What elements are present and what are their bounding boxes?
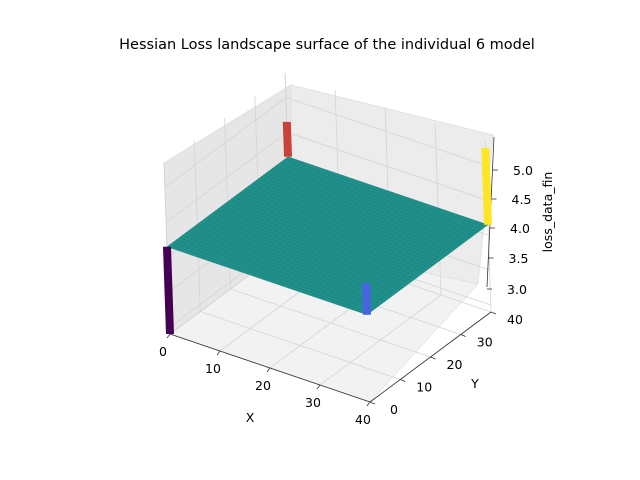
- surface-mesh-line: [286, 197, 409, 288]
- surface-mesh-line: [331, 212, 454, 304]
- surface-mesh-line: [336, 214, 459, 305]
- surface-mesh-line: [281, 195, 404, 287]
- surface-mesh-line: [326, 210, 449, 302]
- tick-labels: 0 10 20 30 40 0 10 20 30 40 3.0 3.5 4.0 4.5 5.0: [159, 163, 533, 427]
- surface-mesh-line: [257, 179, 458, 248]
- surface-mesh-line: [245, 188, 446, 257]
- x-tick: [166, 333, 171, 339]
- surface-mesh-line: [301, 202, 424, 293]
- surface-mesh-line: [291, 199, 414, 290]
- x-tick: [266, 367, 271, 373]
- surface-mesh-line: [316, 207, 439, 298]
- surface-mesh-line: [254, 181, 455, 250]
- surface-mesh-line: [272, 167, 473, 237]
- x-tick-label: 0: [159, 344, 167, 359]
- x-axis-label: X: [246, 410, 255, 425]
- surface-spike: [282, 121, 292, 157]
- surface-mesh-line: [263, 174, 464, 243]
- surface-mesh-line: [356, 221, 479, 312]
- y-tick: [369, 401, 376, 405]
- surface-mesh-line: [248, 185, 449, 255]
- chart-title: Hessian Loss landscape surface of the in…: [119, 37, 535, 53]
- z-tick-label: 5.0: [513, 163, 533, 178]
- surface-mesh-line: [233, 197, 434, 266]
- y-tick-label: 40: [507, 312, 523, 327]
- y-tick: [460, 334, 466, 337]
- surface-mesh-line: [306, 204, 429, 295]
- z-tick-label: 4.0: [510, 221, 530, 236]
- x-tick-label: 10: [205, 361, 221, 376]
- surface-mesh-line: [296, 200, 419, 292]
- grid-line-y: [193, 140, 401, 380]
- z-axis-label: loss_data_fin: [540, 172, 555, 253]
- surface-mesh-line: [287, 156, 489, 225]
- surface-mesh-line: [341, 216, 464, 307]
- y-tick: [400, 379, 406, 382]
- grid-line-z: [164, 96, 487, 188]
- x-tick-label: 20: [255, 378, 271, 393]
- y-tick: [490, 311, 497, 315]
- y-tick: [430, 356, 436, 360]
- y-tick-label: 30: [477, 335, 493, 350]
- surface-mesh-line: [278, 163, 479, 232]
- grid-line-y: [224, 117, 431, 358]
- z-tick-label: 4.5: [512, 192, 532, 207]
- z-tick-label: 3.5: [509, 251, 529, 266]
- surface-mesh-line: [251, 183, 452, 252]
- surface-mesh-line: [284, 158, 486, 228]
- x-tick-label: 40: [355, 412, 371, 427]
- surface-spike: [481, 147, 492, 225]
- y-tick-label: 0: [390, 402, 398, 417]
- y-axis-label: Y: [470, 376, 479, 391]
- surface-mesh-line: [242, 190, 443, 259]
- surface-mesh-line: [236, 194, 437, 264]
- surface-mesh-line: [227, 201, 428, 270]
- surface-mesh-line: [266, 172, 467, 241]
- x-tick: [366, 401, 371, 407]
- z-tick-label: 3.0: [507, 282, 527, 297]
- surface-mesh-line: [311, 205, 434, 297]
- surface-mesh-line: [269, 170, 470, 239]
- surface-spike: [163, 246, 174, 334]
- loss-surface: [163, 121, 492, 334]
- surface-mesh-line: [321, 209, 444, 300]
- surface-mesh-line: [275, 165, 476, 234]
- surface-mesh-line: [366, 224, 489, 315]
- surface-spike: [361, 283, 371, 315]
- surface-mesh-line: [351, 219, 474, 310]
- surface-mesh-line: [230, 199, 431, 268]
- y-tick-label: 20: [447, 357, 463, 372]
- surface-mesh-line: [239, 192, 440, 261]
- surface-mesh-line: [361, 222, 484, 314]
- y-tick-label: 10: [416, 380, 432, 395]
- surface-mesh-line: [281, 161, 483, 230]
- surface-mesh-line: [271, 192, 394, 283]
- surface-mesh-line: [276, 193, 399, 285]
- x-tick: [216, 350, 221, 356]
- surface-mesh-line: [260, 176, 461, 246]
- x-tick: [316, 384, 321, 390]
- x-tick-label: 30: [305, 395, 321, 410]
